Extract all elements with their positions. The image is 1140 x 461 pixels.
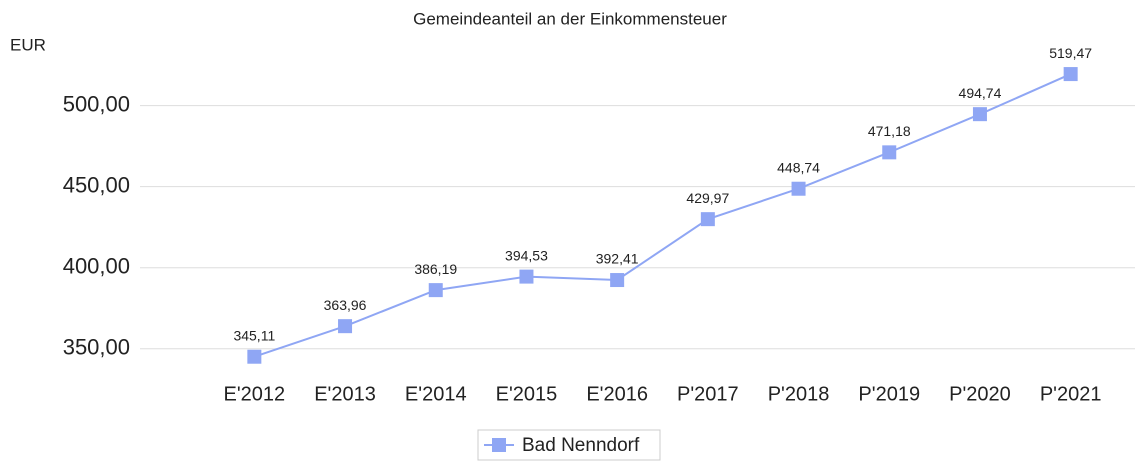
data-label: 392,41 xyxy=(596,251,639,267)
data-label: 519,47 xyxy=(1049,45,1092,61)
data-label: 345,11 xyxy=(233,327,275,343)
chart-title: Gemeindeanteil an der Einkommensteuer xyxy=(413,9,727,28)
x-tick-label: E'2014 xyxy=(405,383,467,405)
data-label: 394,53 xyxy=(505,247,548,263)
x-tick-label: E'2016 xyxy=(586,383,648,405)
marker xyxy=(972,107,987,122)
data-label: 494,74 xyxy=(959,85,1002,101)
x-tick-label: P'2018 xyxy=(768,383,830,405)
marker xyxy=(247,349,262,364)
marker xyxy=(519,269,534,284)
y-tick-label: 350,00 xyxy=(63,335,130,360)
data-label: 429,97 xyxy=(686,190,729,206)
marker xyxy=(1063,67,1078,82)
legend-marker xyxy=(492,438,506,452)
x-tick-label: E'2015 xyxy=(496,383,558,405)
marker xyxy=(791,181,806,196)
legend-label: Bad Nenndorf xyxy=(522,435,640,456)
marker xyxy=(882,145,897,160)
x-tick-label: P'2021 xyxy=(1040,383,1102,405)
x-tick-label: E'2013 xyxy=(314,383,376,405)
marker xyxy=(428,283,443,298)
y-tick-label: 500,00 xyxy=(63,91,130,116)
y-tick-label: 400,00 xyxy=(63,254,130,279)
x-tick-label: P'2017 xyxy=(677,383,739,405)
data-label: 363,96 xyxy=(324,297,367,313)
data-label: 471,18 xyxy=(868,123,911,139)
data-label: 386,19 xyxy=(414,261,457,277)
line xyxy=(254,73,1072,358)
data-label: 448,74 xyxy=(777,159,820,175)
marker xyxy=(610,273,625,288)
y-axis-label: EUR xyxy=(10,35,46,54)
x-tick-label: P'2019 xyxy=(858,383,920,405)
marker xyxy=(700,212,715,227)
y-tick-label: 450,00 xyxy=(63,172,130,197)
x-tick-label: P'2020 xyxy=(949,383,1011,405)
marker xyxy=(338,319,353,334)
x-tick-label: E'2012 xyxy=(224,383,286,405)
